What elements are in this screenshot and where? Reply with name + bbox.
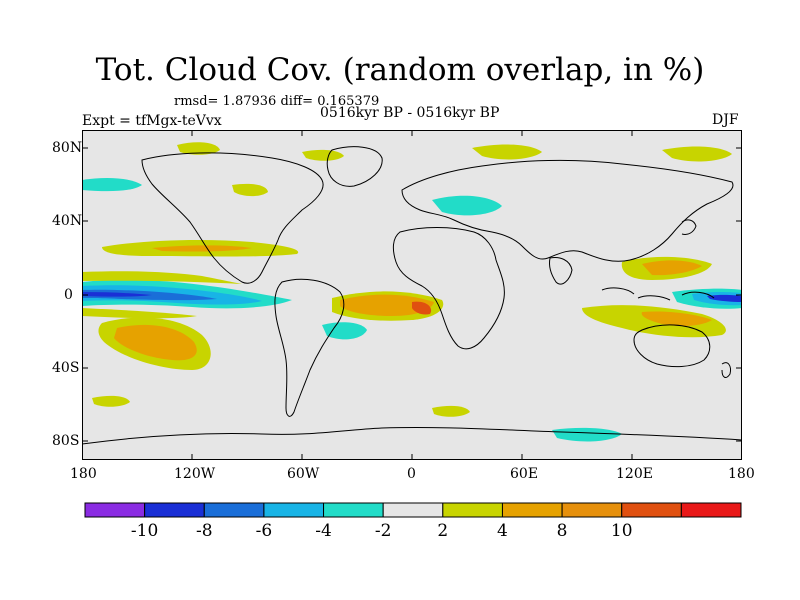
anomaly-patch (472, 144, 542, 160)
colorbar-cell (621, 502, 682, 518)
chart-title: Tot. Cloud Cov. (random overlap, in %) (95, 52, 705, 88)
colorbar-cell (382, 502, 444, 518)
x-tick-label: 60W (287, 466, 320, 482)
anomaly-patch (641, 311, 712, 327)
stats-line: rmsd= 1.87936 diff= 0.165379 (174, 94, 379, 109)
colorbar-label: -4 (315, 521, 332, 541)
y-tick-label: 40S (52, 360, 80, 376)
colorbar-cell (501, 502, 563, 518)
map-frame (82, 130, 742, 460)
x-tick-label: 180 (70, 466, 97, 482)
anomaly-patch (432, 405, 470, 417)
anomaly-patch (152, 245, 252, 252)
anomaly-map (82, 130, 742, 460)
colorbar-label: -10 (130, 521, 159, 541)
y-tick-label: 0 (64, 287, 73, 303)
colorbar-label: 8 (556, 521, 568, 541)
anomaly-patch (662, 146, 732, 162)
colorbar-label: 4 (497, 521, 508, 541)
new-zealand-outline (721, 362, 731, 378)
colorbar-cell (680, 502, 742, 518)
period-label: 0516kyr BP - 0516kyr BP (320, 105, 500, 121)
maritime-continent-outline (601, 287, 715, 301)
anomaly-patch (552, 427, 622, 442)
anomaly-patch (322, 322, 367, 340)
antarctica-outline (82, 426, 742, 445)
y-tick-label: 80S (52, 433, 80, 449)
colorbar-cell (203, 502, 265, 518)
anomaly-patch (302, 149, 344, 161)
colorbar-label: -8 (195, 521, 213, 541)
anomaly-patch (707, 294, 742, 302)
anomaly-patch (82, 308, 197, 319)
anomaly-patch (340, 294, 434, 316)
japan-outline (681, 219, 697, 235)
colorbar-cell (144, 502, 205, 518)
season-label: DJF (712, 112, 739, 128)
y-tick-label: 80N (52, 140, 83, 156)
colorbar-label: -6 (255, 521, 273, 541)
india-outline (549, 257, 573, 285)
anomaly-patch (177, 142, 220, 155)
x-tick-label: 0 (407, 466, 416, 482)
x-tick-label: 60E (510, 466, 539, 482)
anomaly-layer (82, 142, 742, 442)
anomaly-patch (432, 195, 502, 216)
anomaly-patch (114, 324, 197, 361)
anomaly-patch (82, 177, 142, 192)
south-america-outline (274, 278, 345, 417)
north-america-outline (141, 152, 324, 284)
diff-value: diff= 0.165379 (280, 94, 380, 109)
colorbar-cell (263, 502, 325, 518)
colorbar-label: 10 (610, 521, 633, 541)
anomaly-patch (82, 292, 152, 297)
anomaly-patch (92, 395, 130, 407)
x-tick-label: 180 (728, 466, 755, 482)
colorbar (84, 502, 742, 518)
rmsd-value: rmsd= 1.87936 (174, 94, 277, 109)
tick-marks (82, 130, 742, 460)
colorbar-cell (323, 502, 384, 518)
anomaly-patch (232, 183, 268, 197)
x-tick-label: 120W (174, 466, 216, 482)
anomaly-patch (642, 260, 702, 276)
colorbar-cell (561, 502, 623, 518)
colorbar-label: 2 (437, 521, 449, 541)
x-tick-label: 120E (616, 466, 653, 482)
greenland-outline (326, 146, 383, 187)
africa-outline (392, 227, 505, 350)
anomaly-patch (82, 271, 242, 284)
australia-outline (633, 324, 711, 368)
colorbar-cell (442, 502, 503, 518)
anomaly-patch (412, 301, 432, 315)
colorbar-label: -2 (374, 521, 392, 541)
coastlines (82, 146, 742, 445)
eurasia-outline (401, 159, 734, 262)
experiment-label: Expt = tfMgx-teVvx (82, 113, 222, 129)
y-tick-label: 40N (52, 213, 83, 229)
colorbar-cell (84, 502, 146, 518)
